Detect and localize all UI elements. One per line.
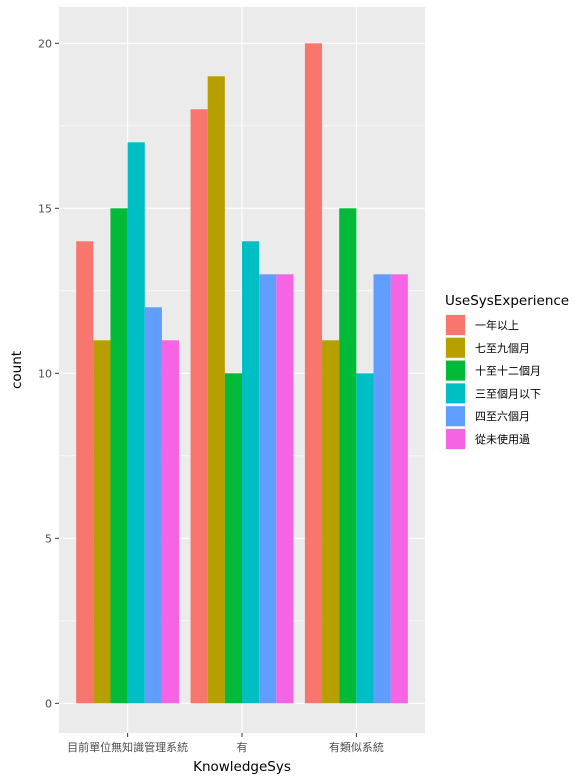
bar [190,109,208,704]
bar [322,340,340,704]
bar [373,274,391,704]
bar [304,43,323,704]
bar [127,142,145,704]
x-axis-ticks: 目前單位無知識管理系統 有 有類似系統 [67,733,384,754]
x-tick-label: 有 [237,740,248,754]
bar [276,274,294,704]
bar [144,307,162,704]
bar [207,76,225,704]
legend-key [446,337,465,358]
bar [390,274,408,704]
bar [224,373,242,704]
bar [259,274,277,704]
x-tick-label: 有類似系統 [329,740,384,754]
bar [76,241,94,704]
y-tick-label: 5 [45,532,52,545]
legend-key [446,360,465,381]
bars [76,43,408,704]
legend-label: 四至六個月 [475,410,530,423]
legend-title: UseSysExperience [445,293,569,309]
x-axis-title: KnowledgeSys [193,759,291,775]
legend-key [446,383,465,404]
legend-label: 七至九個月 [475,342,530,355]
x-tick-label: 目前單位無知識管理系統 [67,740,188,754]
y-axis-ticks: 0 5 10 15 20 [38,37,59,710]
y-tick-label: 15 [38,202,52,215]
legend-label: 三至個月以下 [475,387,541,400]
legend-key [446,406,465,427]
legend-key [446,315,465,335]
bar [242,241,260,704]
bar [161,340,180,704]
y-tick-label: 0 [45,697,52,710]
legend-label: 一年以上 [475,318,519,332]
bar [93,340,111,704]
legend: UseSysExperience 一年以上七至九個月十至十二個月三至個月以下四至… [445,293,569,450]
legend-label: 十至十二個月 [475,364,541,378]
bar [110,208,128,704]
y-tick-label: 20 [38,37,52,50]
y-axis-title: count [9,351,25,389]
bar [339,208,357,704]
legend-label: 從未使用過 [475,433,530,446]
bar [356,373,374,704]
y-tick-label: 10 [38,367,52,380]
legend-key [446,429,465,449]
